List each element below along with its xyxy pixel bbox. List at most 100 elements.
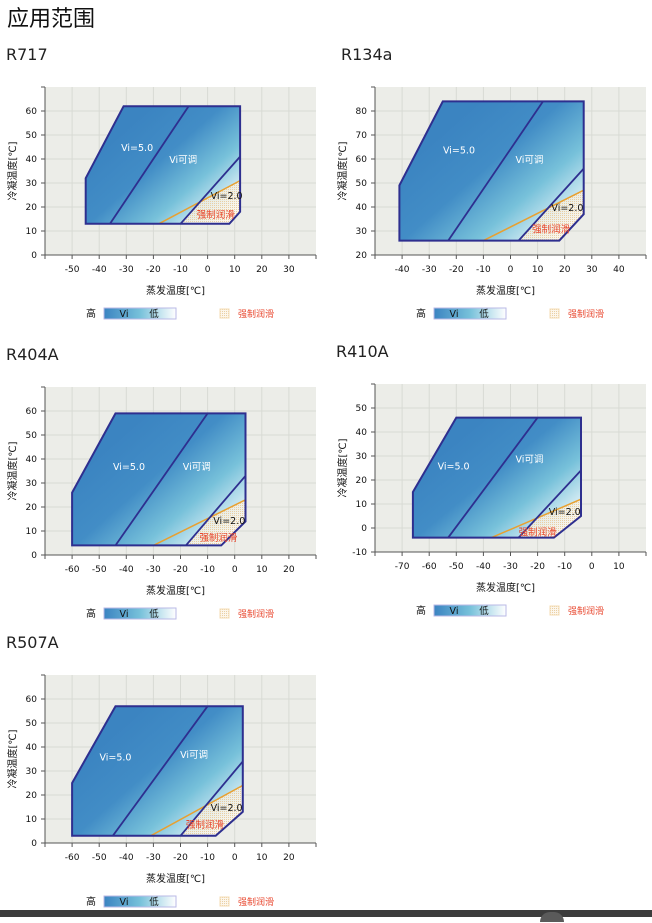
chart-r134a: Vi=5.0 Vi可调 Vi=2.0 强制润滑 -40 -30 -20 -10 0 10 20 30 4…: [336, 86, 647, 320]
x-tick-label: 0: [589, 562, 595, 572]
envelope-area: [72, 706, 243, 836]
chart-panel-r507a: R507A Vi=5.0 Vi可调 Vi=2.0 强制润滑 -60 -50 -40 -30 -2…: [0, 633, 330, 923]
annotation-label: Vi=5.0: [113, 462, 145, 473]
chart-panel-r717: R717 Vi=5.0 Vi可调 Vi=2.0 强制润滑 -50 -40 -30 -20 -10…: [0, 45, 330, 335]
lubrication-region: [518, 190, 584, 241]
legend-vi-label: Vi: [450, 309, 459, 320]
legend-low-label: 低: [149, 896, 159, 908]
x-axis-label: 蒸发温度[℃]: [476, 581, 535, 594]
bottom-scrollbar[interactable]: [0, 910, 652, 917]
envelope-outline: [411, 416, 582, 539]
legend-vi-gradient: [433, 604, 507, 617]
chart-title: R717: [6, 45, 48, 64]
y-tick-label: 60: [26, 107, 38, 117]
y-tick-label: 20: [26, 791, 38, 801]
annotation-label: Vi=2.0: [213, 516, 245, 527]
annotation-label: Vi=2.0: [549, 507, 581, 518]
x-tick-label: 0: [205, 265, 211, 275]
y-tick-label: 50: [26, 431, 38, 441]
legend-vi-label: Vi: [450, 606, 459, 617]
legend-lubrication-swatch: [549, 308, 560, 319]
x-tick-label: -10: [557, 562, 572, 572]
y-tick-label: 50: [26, 719, 38, 729]
y-tick-label: 10: [26, 227, 38, 237]
y-axis-label: 冷凝温度[℃]: [336, 141, 349, 200]
envelope-outline: [71, 412, 247, 547]
annotation-label: Vi可调: [183, 462, 211, 473]
y-tick-label: 20: [356, 476, 368, 486]
chart-title: R410A: [336, 342, 389, 361]
x-tick-label: -50: [65, 265, 80, 275]
y-tick-label: 60: [26, 695, 38, 705]
x-axis-label: 蒸发温度[℃]: [146, 584, 205, 597]
x-tick-label: -20: [173, 565, 188, 575]
annotation-label: 强制润滑: [532, 224, 571, 236]
chart-panel-r134a: R134a Vi=5.0 Vi可调 Vi=2.0 强制润滑 -40 -30 -20 -10 0 1…: [330, 45, 652, 335]
x-tick-label: -30: [422, 265, 437, 275]
envelope-area: [412, 417, 581, 538]
annotation-label: Vi可调: [180, 750, 208, 761]
legend-high-label: 高: [416, 307, 426, 320]
y-tick-label: 20: [26, 203, 38, 213]
x-tick-label: 0: [232, 853, 238, 863]
legend-lubrication-swatch: [219, 308, 230, 319]
page-title: 应用范围: [7, 7, 96, 32]
y-tick-label: 60: [356, 155, 368, 165]
y-tick-label: 40: [26, 155, 38, 165]
x-tick-label: -20: [146, 265, 161, 275]
x-tick-label: 10: [532, 265, 544, 275]
x-tick-label: -40: [92, 265, 107, 275]
chart-title: R134a: [341, 45, 393, 64]
y-axis-label: 冷凝温度[℃]: [336, 438, 349, 497]
x-tick-label: 10: [613, 562, 625, 572]
y-tick-label: 50: [26, 131, 38, 141]
x-tick-label: 30: [586, 265, 598, 275]
chart-r507a: Vi=5.0 Vi可调 Vi=2.0 强制润滑 -60 -50 -40 -30 -20 -10 0 1…: [6, 674, 317, 908]
x-tick-label: -40: [119, 853, 134, 863]
legend-vi-label: Vi: [120, 309, 129, 320]
x-tick-label: 10: [256, 565, 268, 575]
x-tick-label: 0: [508, 265, 514, 275]
envelope-outline: [398, 100, 585, 242]
annotation-label: Vi可调: [516, 155, 544, 166]
chart-title: R404A: [6, 345, 59, 364]
x-tick-label: -70: [395, 562, 410, 572]
y-tick-label: 50: [356, 404, 368, 414]
y-tick-label: 0: [31, 251, 37, 261]
y-tick-label: 20: [26, 503, 38, 513]
y-tick-label: 10: [26, 527, 38, 537]
y-tick-label: 40: [356, 203, 368, 213]
lubrication-line: [150, 784, 244, 837]
vi2-boundary-line: [517, 167, 585, 242]
x-tick-label: -60: [65, 565, 80, 575]
x-tick-label: -50: [92, 853, 107, 863]
legend-vi-gradient: [103, 307, 177, 320]
lubrication-region: [180, 180, 241, 224]
y-tick-label: 40: [26, 743, 38, 753]
y-tick-label: 40: [356, 428, 368, 438]
vi2-boundary-line: [185, 475, 247, 546]
vi2-boundary-line: [179, 760, 244, 837]
x-tick-label: 20: [559, 265, 571, 275]
x-tick-label: -20: [173, 853, 188, 863]
x-tick-label: -50: [449, 562, 464, 572]
envelope-outline: [84, 105, 242, 225]
vi2-boundary-line: [517, 469, 582, 539]
x-axis-label: 蒸发温度[℃]: [146, 872, 205, 885]
x-tick-label: -40: [395, 265, 410, 275]
x-tick-label: 10: [256, 853, 268, 863]
chart-r404a: Vi=5.0 Vi可调 Vi=2.0 强制润滑 -60 -50 -40 -30 -20 -10 0 1…: [6, 386, 317, 620]
y-tick-label: -10: [352, 548, 367, 558]
legend-high-label: 高: [86, 895, 96, 908]
legend-lubrication-label: 强制润滑: [238, 896, 274, 908]
chart-title: R507A: [6, 633, 59, 652]
scroll-handle[interactable]: [540, 912, 564, 922]
legend-high-label: 高: [416, 604, 426, 617]
annotation-label: Vi=5.0: [99, 753, 131, 764]
y-tick-label: 0: [31, 839, 37, 849]
y-tick-label: 60: [26, 407, 38, 417]
x-tick-label: 40: [613, 265, 625, 275]
legend-vi-label: Vi: [120, 609, 129, 620]
x-tick-label: -30: [146, 565, 161, 575]
legend-low-label: 低: [149, 608, 159, 620]
